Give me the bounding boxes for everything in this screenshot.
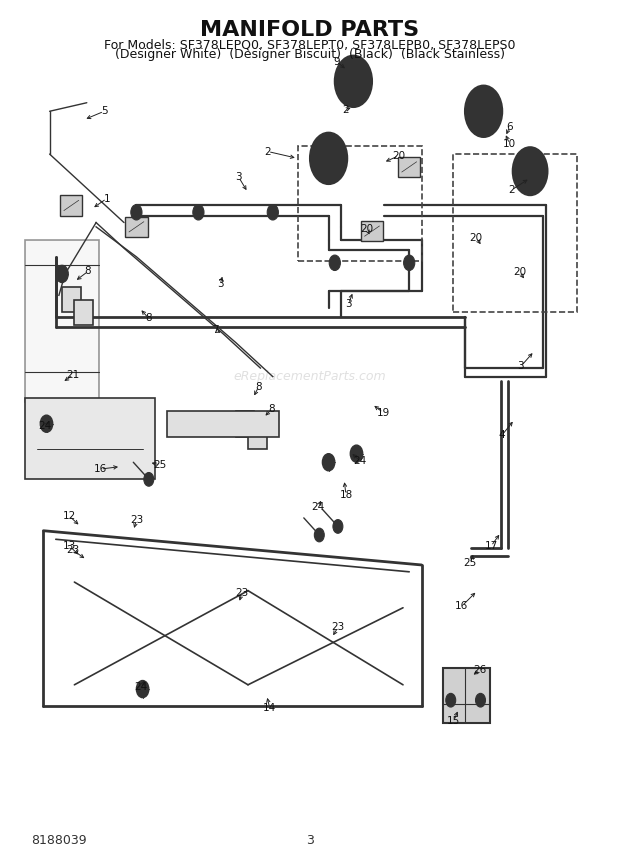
Text: 23: 23 [331, 622, 345, 633]
Text: 24: 24 [353, 455, 366, 466]
Text: 20: 20 [513, 267, 526, 277]
Text: 26: 26 [473, 665, 487, 675]
Text: 2: 2 [508, 185, 515, 195]
Text: 8: 8 [268, 404, 275, 414]
Bar [298, 146, 422, 261]
Text: 23: 23 [235, 588, 249, 598]
Text: 2: 2 [343, 104, 349, 115]
Bar [443, 668, 490, 723]
Text: 12: 12 [63, 511, 76, 521]
Text: 6: 6 [507, 122, 513, 132]
Circle shape [56, 265, 68, 282]
Text: 17: 17 [484, 541, 498, 551]
Text: 8: 8 [255, 382, 262, 392]
Text: 8: 8 [85, 266, 91, 276]
Text: 1: 1 [104, 193, 110, 204]
Circle shape [136, 681, 149, 698]
Circle shape [333, 520, 343, 533]
Text: 20: 20 [360, 224, 374, 235]
Text: 24: 24 [311, 502, 325, 512]
Circle shape [144, 473, 154, 486]
Text: 23: 23 [66, 545, 80, 556]
Text: 24: 24 [38, 421, 52, 431]
Circle shape [131, 205, 142, 220]
Text: 4: 4 [499, 430, 505, 440]
Text: 3: 3 [306, 834, 314, 847]
Bar [398, 157, 420, 177]
Bar [25, 398, 155, 479]
Circle shape [446, 693, 456, 707]
Text: (Designer White)  (Designer Biscuit)  (Black)  (Black Stainless): (Designer White) (Designer Biscuit) (Bla… [115, 48, 505, 62]
Circle shape [335, 56, 372, 107]
Text: 8188039: 8188039 [31, 834, 87, 847]
Text: 3: 3 [345, 299, 352, 309]
Text: 13: 13 [63, 541, 76, 551]
Circle shape [476, 693, 485, 707]
Text: 21: 21 [66, 370, 80, 380]
Circle shape [404, 255, 415, 270]
Text: 16: 16 [94, 464, 107, 474]
Text: 3: 3 [236, 172, 242, 182]
Text: For Models: SF378LEPQ0, SF378LEPT0, SF378LEPB0, SF378LEPS0: For Models: SF378LEPQ0, SF378LEPT0, SF37… [104, 38, 516, 51]
Text: 14: 14 [263, 703, 277, 713]
Circle shape [342, 66, 365, 97]
Text: 7: 7 [213, 325, 219, 336]
Text: 25: 25 [463, 558, 477, 568]
Circle shape [267, 205, 278, 220]
Circle shape [310, 133, 347, 184]
Text: 3: 3 [217, 279, 223, 289]
Bar [236, 411, 254, 437]
Circle shape [350, 445, 363, 462]
Text: 15: 15 [447, 716, 461, 726]
Text: 19: 19 [376, 407, 390, 418]
Polygon shape [25, 240, 99, 402]
Circle shape [317, 143, 340, 174]
Text: 10: 10 [503, 139, 516, 149]
Text: 18: 18 [339, 490, 353, 500]
Text: 8: 8 [146, 313, 152, 324]
Circle shape [322, 454, 335, 471]
Circle shape [193, 205, 204, 220]
Circle shape [472, 96, 495, 127]
Circle shape [40, 415, 53, 432]
Text: 23: 23 [130, 515, 143, 526]
Circle shape [465, 86, 502, 137]
Text: 20: 20 [469, 233, 483, 243]
Circle shape [520, 158, 540, 185]
Text: MANIFOLD PARTS: MANIFOLD PARTS [200, 20, 420, 40]
Circle shape [329, 255, 340, 270]
Circle shape [314, 528, 324, 542]
Bar [62, 287, 81, 312]
Text: 16: 16 [455, 601, 469, 611]
Bar [74, 300, 93, 325]
Text: 2: 2 [265, 146, 271, 157]
Circle shape [513, 147, 547, 195]
Text: 24: 24 [135, 682, 148, 693]
Text: 9: 9 [334, 56, 340, 67]
Text: 3: 3 [518, 361, 524, 372]
Bar [361, 221, 383, 241]
Text: 25: 25 [153, 460, 167, 470]
Text: 5: 5 [101, 106, 107, 116]
Bar [125, 217, 148, 237]
Text: 20: 20 [392, 151, 405, 161]
Bar [248, 424, 267, 449]
Polygon shape [167, 411, 279, 437]
Bar [453, 154, 577, 312]
Bar [60, 195, 82, 216]
Text: eReplacementParts.com: eReplacementParts.com [234, 370, 386, 383]
